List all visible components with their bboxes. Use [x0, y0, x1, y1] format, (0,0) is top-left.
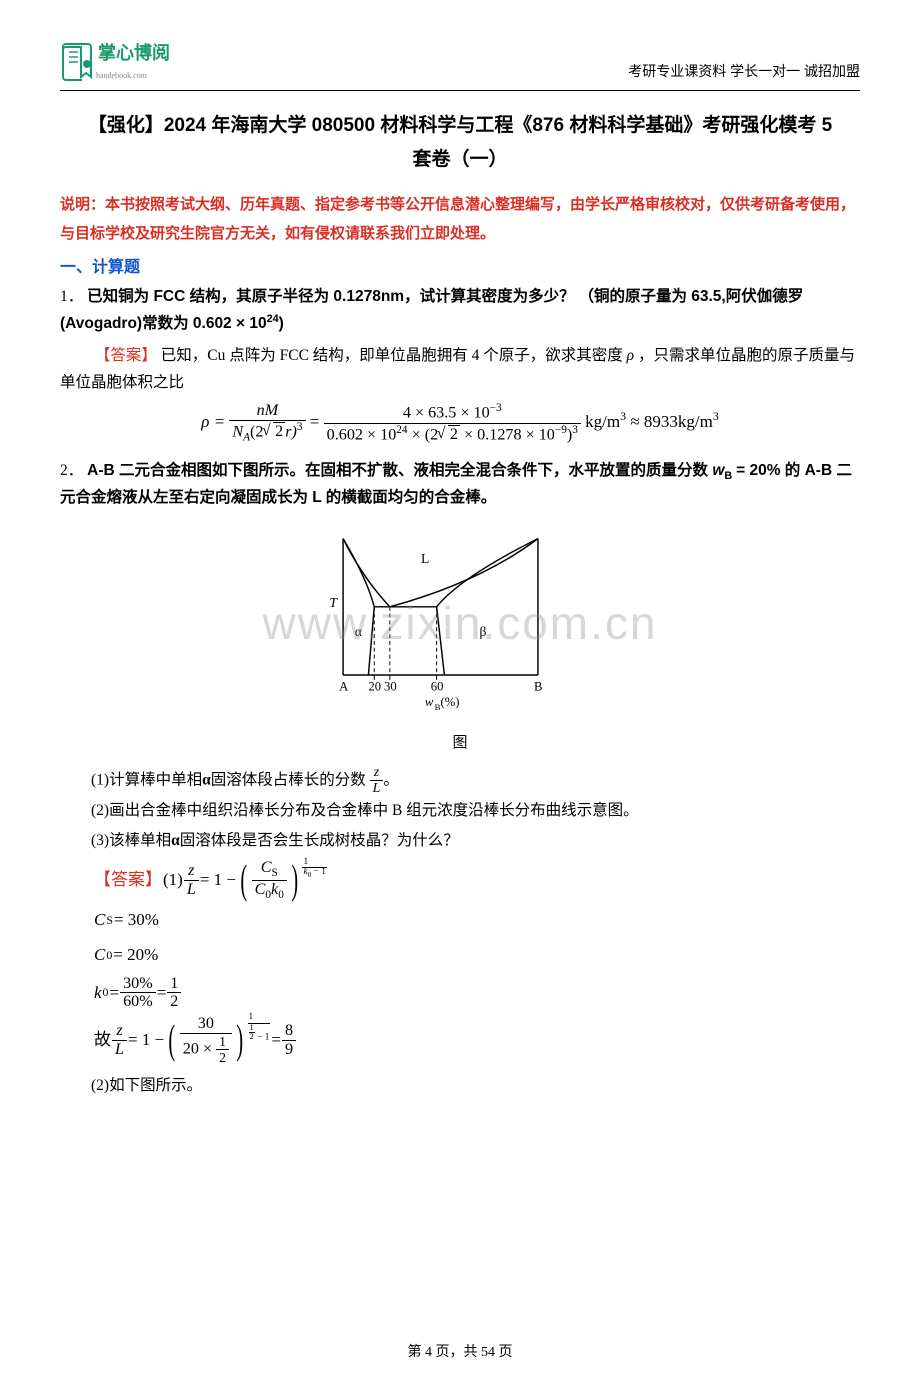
q2-cs: CS = 30% — [94, 905, 860, 936]
svg-text:α: α — [355, 624, 362, 639]
q2-sub1: (1)计算棒中单相α固溶体段占棒长的分数 z L 。 — [91, 765, 860, 797]
q2-sub3: (3)该棒单相α固溶体段是否会生长成树枝晶？为什么？ — [91, 826, 860, 855]
wb-sym: w — [712, 462, 724, 479]
q2-ans2: (2)如下图所示。 — [91, 1071, 860, 1100]
answer-label: 【答案】 — [95, 347, 157, 364]
q2-final: 故 zL = 1 − ( 30 20 × 12 ) 1 12 − 1 = 89 — [94, 1015, 860, 1065]
logo-block: 掌心博阅 handebook.com — [60, 40, 170, 84]
q2-sub2: (2)画出合金棒中组织沿棒长分布及合金棒中 B 组元浓度沿棒长分布曲线示意图。 — [91, 796, 860, 825]
svg-text:β: β — [479, 624, 486, 639]
rho-symbol: ρ — [627, 347, 634, 364]
svg-text:A: A — [339, 679, 349, 693]
frac-1: nM NA(22r)3 — [229, 402, 305, 444]
q1-formula: ρ = nM NA(22r)3 = 4 × 63.5 × 10−3 0.602 … — [60, 402, 860, 444]
q2-ans1: 【答案】 (1) z L = 1 − ( CS C0k0 ) 1 k0 − 1 — [94, 859, 860, 901]
svg-text:L: L — [421, 551, 429, 566]
q1-answer: 【答案】 已知，Cu 点阵为 FCC 结构，即单位晶胞拥有 4 个原子，欲求其密… — [60, 343, 860, 396]
section-heading: 一、计算题 — [60, 254, 860, 281]
header-divider — [60, 90, 860, 91]
svg-text:B: B — [534, 679, 542, 693]
page-header: 掌心博阅 handebook.com 考研专业课资料 学长一对一 诚招加盟 — [60, 40, 860, 84]
diagram-caption: 图 — [60, 731, 860, 757]
q2-c0: C0 = 20% — [94, 940, 860, 971]
title-line2: 套卷（一） — [412, 149, 507, 170]
svg-text:w: w — [425, 695, 434, 709]
title-line1: 【强化】2024 年海南大学 080500 材料科学与工程《876 材料科学基础… — [88, 115, 832, 136]
book-icon — [60, 40, 96, 84]
logo-text-wrap: 掌心博阅 handebook.com — [96, 42, 170, 83]
q1-text-a: 已知铜为 FCC 结构，其原子半径为 0.1278nm，试计算其密度为多少？ — [87, 288, 574, 305]
page-footer: 第 4 页，共 54 页 — [60, 1341, 860, 1365]
q1-num: 1． — [60, 288, 83, 305]
question-2: 2． A-B 二元合金相图如下图所示。在固相不扩散、液相完全混合条件下，水平放置… — [60, 458, 860, 512]
header-right: 考研专业课资料 学长一对一 诚招加盟 — [628, 60, 860, 84]
svg-text:T: T — [329, 595, 338, 610]
svg-text:30: 30 — [384, 679, 397, 693]
q1-answer-a: 已知，Cu 点阵为 FCC 结构，即单位晶胞拥有 4 个原子，欲求其密度 — [161, 347, 623, 364]
question-1: 1． 已知铜为 FCC 结构，其原子半径为 0.1278nm，试计算其密度为多少… — [60, 284, 860, 338]
svg-text:60: 60 — [431, 679, 444, 693]
q2-text-a: A-B 二元合金相图如下图所示。在固相不扩散、液相完全混合条件下，水平放置的质量… — [87, 462, 712, 479]
svg-text:20: 20 — [368, 679, 381, 693]
phase-diagram: www.zixin.com.cn T L α β A 20 30 60 B w … — [60, 524, 860, 723]
q2-k0: k0 = 30%60% = 12 — [94, 975, 860, 1012]
svg-text:(%): (%) — [441, 695, 460, 709]
logo-domain: handebook.com — [96, 69, 170, 83]
disclaimer-note: 说明：本书按照考试大纲、历年真题、指定参考书等公开信息潜心整理编写，由学长严格审… — [60, 191, 860, 248]
q2-num: 2． — [60, 462, 83, 479]
frac-2: 4 × 63.5 × 10−3 0.602 × 1024 × (22 × 0.1… — [324, 402, 581, 443]
doc-title: 【强化】2024 年海南大学 080500 材料科学与工程《876 材料科学基础… — [60, 109, 860, 177]
logo-brand: 掌心博阅 — [98, 43, 170, 63]
phase-diagram-svg: T L α β A 20 30 60 B w B (%) — [310, 524, 610, 714]
